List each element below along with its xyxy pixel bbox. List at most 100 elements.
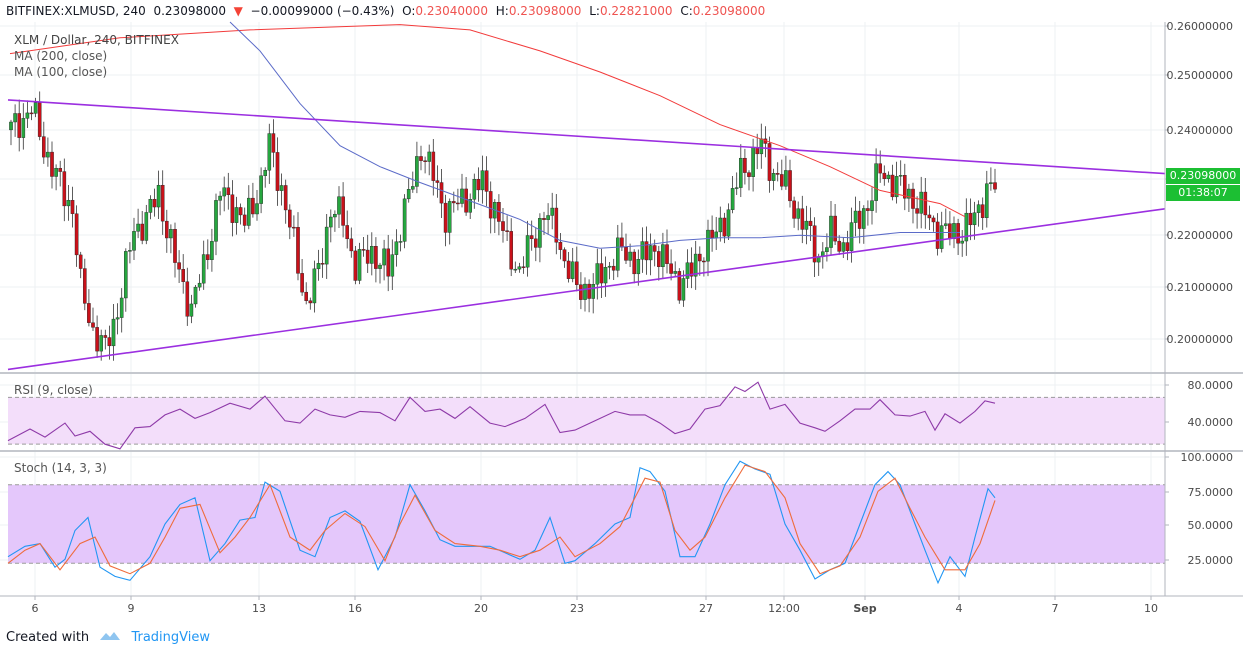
candle-body: [255, 203, 259, 215]
candle-body: [788, 170, 792, 202]
ma200-legend[interactable]: MA (200, close): [14, 49, 108, 63]
candle-body: [218, 195, 222, 201]
candle-body: [402, 198, 407, 242]
symbol-interval[interactable]: BITFINEX:XLMUSD, 240: [6, 4, 146, 18]
chart-title[interactable]: XLM / Dollar, 240, BITFINEX: [14, 33, 179, 47]
candle-body: [538, 218, 542, 248]
candle-body: [21, 118, 26, 138]
candle-body: [505, 230, 509, 232]
candle-body: [812, 225, 817, 263]
indicator-band: [8, 397, 1165, 445]
close-value: 0.23098000: [692, 4, 766, 18]
candle-body: [972, 212, 977, 226]
candle-body: [903, 175, 907, 199]
candle-body: [611, 265, 616, 271]
candle-body: [333, 213, 337, 218]
candle-body: [288, 209, 292, 228]
candle-body: [394, 241, 399, 255]
candle-body: [99, 335, 103, 352]
symbol-header: BITFINEX:XLMUSD, 240 0.23098000 ▼ −0.000…: [0, 0, 1243, 22]
candle-body: [829, 215, 833, 248]
candle-body: [706, 229, 710, 262]
candle-body: [226, 187, 231, 195]
candle-body: [62, 171, 67, 207]
candle-body: [320, 263, 325, 265]
candle-body: [259, 175, 263, 204]
ma-100-close--line: [229, 21, 960, 249]
candle-body: [42, 136, 46, 158]
candle-body: [509, 231, 514, 270]
candle-body: [698, 253, 702, 262]
candle-body: [673, 271, 677, 274]
candle-body: [13, 113, 17, 123]
price-change: −0.00099000 (−0.43%): [250, 4, 395, 18]
candle-body: [616, 237, 620, 271]
candle-body: [132, 231, 136, 251]
candle-body: [447, 201, 452, 233]
candle-body: [460, 188, 464, 204]
x-tick-label: 7: [1052, 602, 1059, 615]
candle-body: [956, 223, 960, 244]
y-tick-label: 0.24000000: [1167, 124, 1233, 137]
candle-body: [398, 241, 403, 243]
candle-body: [985, 183, 989, 218]
candle-body: [345, 225, 350, 240]
open-label: O:: [402, 4, 416, 18]
candle-body: [17, 113, 22, 138]
candle-body: [927, 214, 932, 219]
candle-body: [857, 210, 862, 229]
candle-body: [579, 284, 583, 300]
candle-body: [66, 200, 71, 207]
candle-body: [845, 242, 850, 251]
down-arrow-icon: ▼: [233, 4, 243, 18]
candle-body: [468, 199, 473, 213]
candle-body: [780, 174, 784, 187]
candle-body: [87, 303, 91, 323]
candle-body: [419, 156, 423, 161]
candle-body: [976, 204, 981, 213]
overlay-lines: [7, 21, 1166, 585]
candle-body: [669, 263, 673, 274]
candle-body: [173, 229, 177, 263]
candle-body: [681, 278, 686, 301]
candle-body: [341, 196, 345, 226]
candle-body: [665, 244, 669, 264]
candle-body: [111, 318, 116, 347]
candle-body: [464, 188, 468, 213]
candle-body: [771, 173, 776, 181]
candle-body: [759, 138, 764, 155]
low-label: L:: [589, 4, 600, 18]
candle-body: [169, 229, 173, 239]
candle-body: [562, 249, 567, 262]
tradingview-link[interactable]: TradingView: [131, 630, 210, 645]
candle-body: [960, 240, 964, 244]
candle-body: [923, 191, 928, 216]
low-value: 0.22821000: [599, 4, 673, 18]
y-tick-label: 0.21000000: [1167, 281, 1233, 294]
pane-frames: [0, 22, 1243, 597]
candle-body: [529, 235, 534, 240]
candle-body: [513, 268, 518, 271]
candle-body: [726, 209, 731, 237]
rsi-legend[interactable]: RSI (9, close): [14, 383, 93, 397]
candle-body: [296, 226, 300, 274]
candle-body: [476, 179, 481, 191]
candle-body: [337, 196, 341, 215]
high-value: 0.23098000: [508, 4, 582, 18]
candle-body: [898, 175, 903, 177]
ma100-legend[interactable]: MA (100, close): [14, 65, 108, 79]
candle-body: [648, 245, 653, 261]
stoch-legend[interactable]: Stoch (14, 3, 3): [14, 461, 107, 475]
candle-body: [435, 180, 440, 183]
candle-body: [365, 249, 370, 264]
candle-body: [743, 157, 747, 173]
candle-body: [714, 231, 718, 239]
x-tick-label: 10: [1144, 602, 1158, 615]
candle-body: [29, 112, 34, 115]
candle-body: [874, 163, 878, 201]
candle-body: [866, 208, 870, 211]
candle-body: [357, 249, 362, 281]
candle-body: [825, 247, 829, 252]
created-with-label: Created with: [6, 630, 90, 645]
